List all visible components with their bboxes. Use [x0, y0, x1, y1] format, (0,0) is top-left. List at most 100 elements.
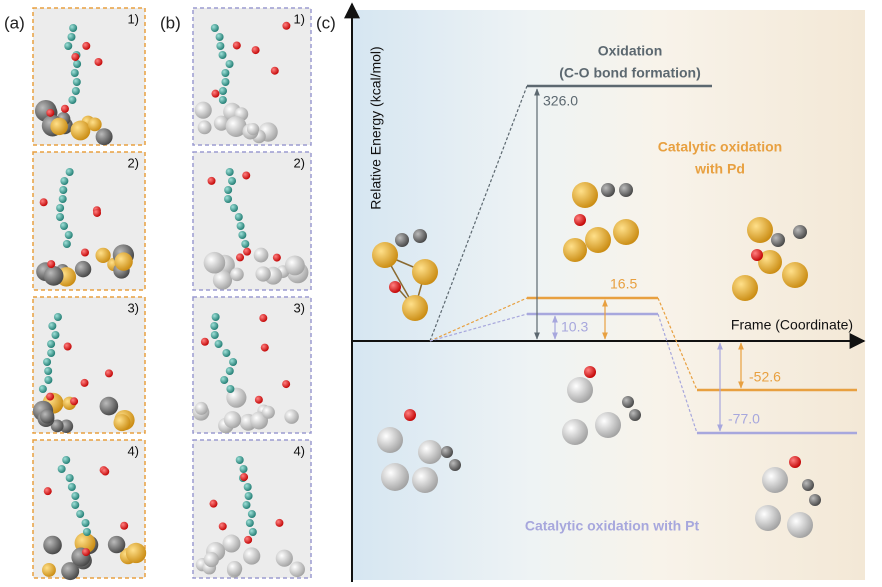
- atom: [242, 501, 251, 509]
- atom: [209, 499, 218, 508]
- atom: [59, 186, 68, 194]
- atom: [71, 87, 80, 95]
- atom: [224, 195, 233, 203]
- atom: [289, 561, 305, 578]
- atom: [230, 267, 244, 282]
- molecule-snapshot: [32, 313, 135, 434]
- atom: [93, 208, 102, 217]
- atom: [60, 104, 69, 113]
- atom: [65, 474, 74, 482]
- atom: [65, 168, 74, 176]
- atom: [226, 385, 235, 393]
- atom: [225, 168, 234, 176]
- atom: [57, 465, 66, 473]
- atom: [229, 358, 238, 366]
- atom: [53, 313, 62, 321]
- atom: [73, 60, 82, 68]
- atom: [216, 42, 225, 50]
- atom: [46, 392, 55, 401]
- atom: [70, 69, 79, 77]
- atom: [71, 501, 80, 509]
- atom: [245, 519, 254, 527]
- x-axis-label: Frame (Coordinate): [731, 317, 853, 333]
- atom: [222, 349, 231, 357]
- atom: [72, 78, 81, 86]
- atom: [64, 42, 73, 50]
- atom: [64, 231, 73, 239]
- path-dashed: [429, 313, 528, 342]
- atom: [50, 419, 64, 433]
- atom: [125, 542, 147, 564]
- atom: [76, 510, 85, 518]
- atom: [213, 115, 229, 131]
- molecule-snapshot: [195, 456, 305, 578]
- atom: [40, 409, 55, 424]
- atom: [107, 535, 126, 554]
- pd-cluster: [563, 182, 639, 262]
- atom: [80, 248, 89, 257]
- atom: [240, 473, 249, 482]
- atom: [43, 358, 52, 366]
- molecule-snapshot: [42, 456, 147, 581]
- atom: [254, 395, 263, 404]
- atom: [42, 563, 56, 577]
- atom: [222, 534, 241, 553]
- atom: [260, 343, 269, 352]
- atom: [248, 528, 257, 536]
- snapshot-label: 2): [293, 155, 305, 170]
- atom: [194, 401, 208, 415]
- atom: [275, 549, 293, 567]
- pt-cluster: [562, 366, 641, 445]
- atom: [67, 33, 76, 41]
- y-axis-label: Relative Energy (kcal/mol): [368, 46, 384, 209]
- atom: [210, 322, 219, 330]
- atom: [99, 396, 119, 416]
- atom: [70, 120, 91, 141]
- atom: [210, 331, 219, 339]
- atom: [215, 33, 224, 41]
- atom: [236, 253, 245, 262]
- atom: [203, 552, 219, 568]
- atom: [61, 562, 80, 581]
- atom: [210, 24, 219, 32]
- annotation: Catalytic oxidation: [658, 139, 782, 155]
- atom: [44, 367, 53, 375]
- atom: [51, 331, 60, 339]
- atom: [220, 376, 229, 384]
- atom: [69, 24, 78, 32]
- atom: [101, 467, 110, 476]
- diagram-background: [353, 10, 865, 580]
- atom: [243, 247, 252, 256]
- atom: [44, 376, 53, 384]
- panel-label: (a): [4, 13, 25, 32]
- atom: [253, 247, 269, 263]
- atom: [282, 21, 291, 30]
- atom: [43, 535, 62, 555]
- atom: [46, 108, 55, 117]
- atom: [62, 240, 71, 248]
- atom: [95, 247, 111, 263]
- atom: [218, 51, 227, 59]
- atom: [70, 397, 79, 406]
- atom: [224, 186, 233, 194]
- atom: [243, 547, 261, 565]
- atom: [284, 409, 299, 424]
- annotation: with Pd: [694, 161, 745, 177]
- atom: [197, 120, 212, 135]
- path-dashed: [429, 297, 528, 342]
- atom: [225, 367, 234, 375]
- atom: [58, 195, 67, 203]
- atom: [229, 204, 238, 212]
- atom: [218, 96, 227, 104]
- atom: [251, 46, 260, 55]
- snapshot-label: 4): [127, 443, 139, 458]
- path-dashed: [657, 297, 698, 391]
- atom: [82, 528, 91, 536]
- panel-label: (c): [316, 13, 336, 32]
- atom: [47, 340, 56, 348]
- atom: [223, 411, 242, 429]
- snapshot-label: 2): [127, 155, 139, 170]
- atom: [63, 342, 72, 351]
- energy-value: 326.0: [543, 93, 578, 109]
- atom: [68, 96, 77, 104]
